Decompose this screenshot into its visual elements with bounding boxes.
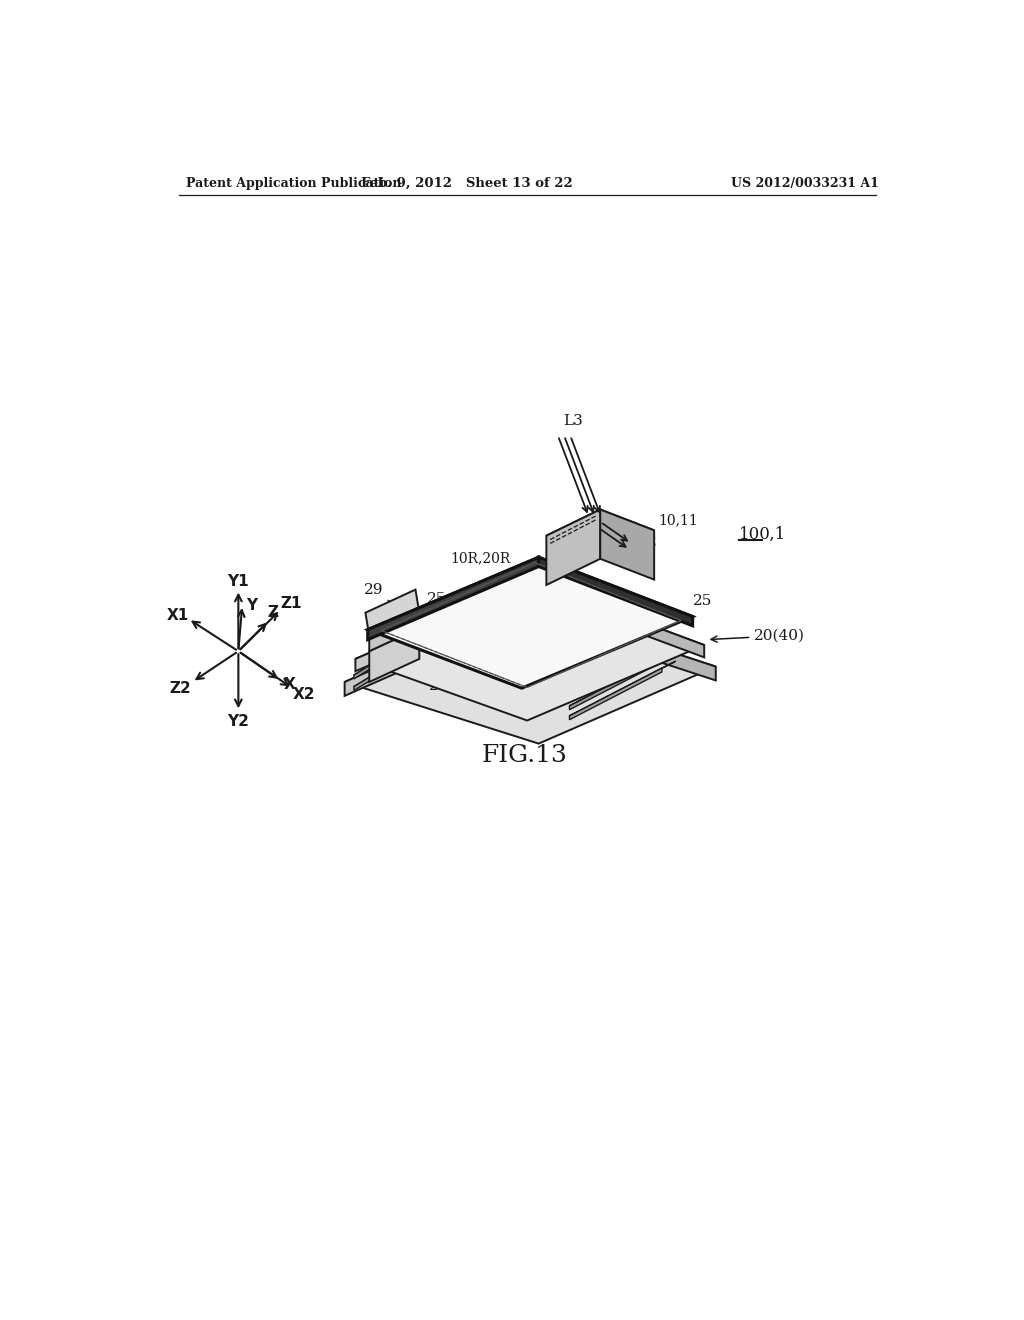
Polygon shape <box>354 610 464 675</box>
Text: Z1: Z1 <box>281 595 302 611</box>
Text: Patent Application Publication: Patent Application Publication <box>186 177 401 190</box>
Polygon shape <box>547 510 600 585</box>
Polygon shape <box>370 612 419 651</box>
Polygon shape <box>345 603 523 696</box>
Polygon shape <box>355 582 705 721</box>
Polygon shape <box>569 659 662 710</box>
Polygon shape <box>539 557 692 626</box>
Text: Z2: Z2 <box>169 681 190 696</box>
Polygon shape <box>569 651 676 706</box>
Text: 41: 41 <box>598 519 617 533</box>
Text: 10R,20R: 10R,20R <box>451 550 510 565</box>
Polygon shape <box>569 668 662 719</box>
Text: 10,11: 10,11 <box>658 513 697 527</box>
Polygon shape <box>547 510 654 557</box>
Polygon shape <box>368 557 692 688</box>
Polygon shape <box>523 603 716 681</box>
Polygon shape <box>354 622 464 686</box>
Text: 25: 25 <box>692 594 712 609</box>
Text: 20(40): 20(40) <box>711 628 805 643</box>
Text: US 2012/0033231 A1: US 2012/0033231 A1 <box>731 177 879 190</box>
Text: Y1: Y1 <box>227 574 249 590</box>
Polygon shape <box>345 603 716 743</box>
Text: L2: L2 <box>637 535 657 549</box>
Text: Y2: Y2 <box>227 714 249 729</box>
Polygon shape <box>368 557 539 640</box>
Polygon shape <box>355 582 535 671</box>
Text: L3: L3 <box>563 414 584 428</box>
Text: ,1: ,1 <box>764 525 784 543</box>
Polygon shape <box>354 616 451 678</box>
Text: X1: X1 <box>167 607 188 623</box>
Polygon shape <box>354 628 451 690</box>
Text: 26: 26 <box>429 678 449 693</box>
Polygon shape <box>569 661 676 715</box>
Polygon shape <box>370 628 419 682</box>
Text: FIG.13: FIG.13 <box>482 743 567 767</box>
Text: X2: X2 <box>293 686 315 702</box>
Polygon shape <box>535 582 705 657</box>
Text: 25: 25 <box>427 591 446 606</box>
Polygon shape <box>600 510 654 579</box>
Text: 100: 100 <box>739 525 771 543</box>
Text: Ob: Ob <box>527 615 550 628</box>
Polygon shape <box>366 590 419 636</box>
Text: 25: 25 <box>510 634 529 648</box>
Text: X: X <box>284 677 296 692</box>
Text: 29: 29 <box>364 582 412 618</box>
Text: Z: Z <box>267 605 279 620</box>
Text: Feb. 9, 2012   Sheet 13 of 22: Feb. 9, 2012 Sheet 13 of 22 <box>361 177 572 190</box>
Text: Y: Y <box>246 598 257 612</box>
